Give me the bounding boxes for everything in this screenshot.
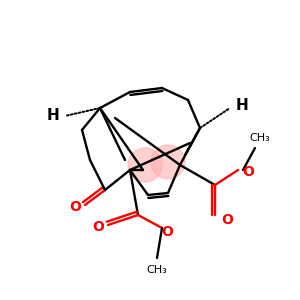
- Text: H: H: [236, 98, 248, 113]
- Text: O: O: [69, 200, 81, 214]
- Text: O: O: [242, 165, 254, 179]
- Circle shape: [128, 148, 162, 182]
- Text: CH₃: CH₃: [147, 265, 167, 275]
- Text: CH₃: CH₃: [250, 133, 270, 143]
- Text: O: O: [161, 225, 173, 239]
- Circle shape: [151, 145, 185, 179]
- Text: O: O: [92, 220, 104, 234]
- Text: O: O: [221, 213, 233, 227]
- Text: H: H: [46, 109, 59, 124]
